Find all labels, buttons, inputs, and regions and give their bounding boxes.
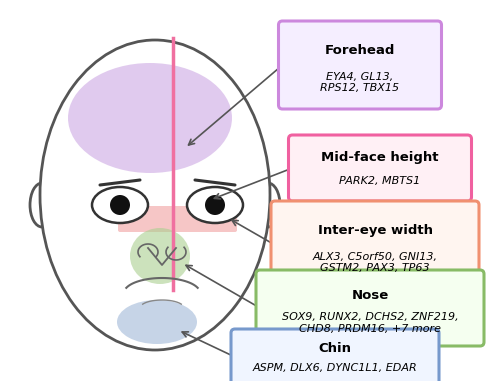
Text: ASPM, DLX6, DYNC1L1, EDAR: ASPM, DLX6, DYNC1L1, EDAR <box>252 363 418 373</box>
Text: PARK2, MBTS1: PARK2, MBTS1 <box>340 176 420 186</box>
Text: Mid-face height: Mid-face height <box>321 151 439 164</box>
Ellipse shape <box>30 183 54 227</box>
Text: SOX9, RUNX2, DCHS2, ZNF219,
CHD8, PRDM16, +7 more: SOX9, RUNX2, DCHS2, ZNF219, CHD8, PRDM16… <box>282 312 459 334</box>
Text: Nose: Nose <box>352 289 389 302</box>
Ellipse shape <box>110 195 130 215</box>
Text: Forehead: Forehead <box>325 44 395 57</box>
Ellipse shape <box>256 183 280 227</box>
Ellipse shape <box>117 300 197 344</box>
Ellipse shape <box>40 40 270 350</box>
FancyBboxPatch shape <box>256 270 484 346</box>
Ellipse shape <box>68 63 232 173</box>
FancyBboxPatch shape <box>231 329 439 381</box>
Text: ALX3, C5orf50, GNI13,
GSTM2, PAX3, TP63: ALX3, C5orf50, GNI13, GSTM2, PAX3, TP63 <box>312 252 438 274</box>
FancyBboxPatch shape <box>278 21 442 109</box>
Ellipse shape <box>205 195 225 215</box>
FancyBboxPatch shape <box>118 206 237 232</box>
Text: Chin: Chin <box>318 342 352 355</box>
Ellipse shape <box>187 187 243 223</box>
Ellipse shape <box>92 187 148 223</box>
Text: EYA4, GL13,
RPS12, TBX15: EYA4, GL13, RPS12, TBX15 <box>320 72 400 93</box>
Ellipse shape <box>130 228 190 284</box>
Text: Inter-eye width: Inter-eye width <box>318 224 432 237</box>
FancyBboxPatch shape <box>288 135 472 201</box>
FancyBboxPatch shape <box>271 201 479 289</box>
